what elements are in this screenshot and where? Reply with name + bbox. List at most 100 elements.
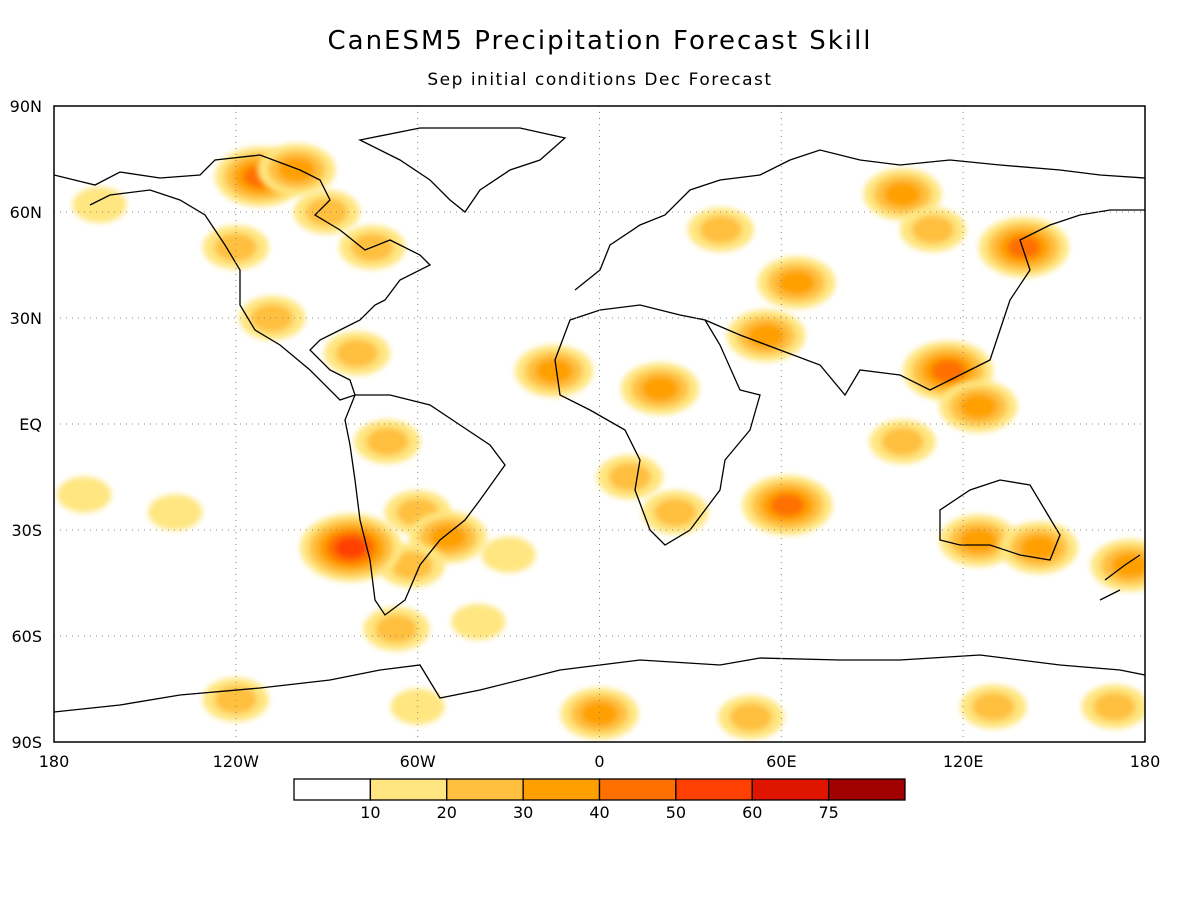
skill-region: [72, 186, 127, 223]
skill-contour: [481, 536, 536, 573]
colorbar-swatch: [675, 778, 753, 801]
lon-tick-label: 120W: [213, 752, 260, 771]
skill-contour: [1111, 553, 1145, 578]
skill-region: [202, 677, 269, 722]
skill-contour: [770, 494, 805, 517]
coastline-africa: [554, 304, 761, 546]
skill-contour: [335, 339, 379, 368]
chart-title: CanESM5 Precipitation Forecast Skill: [327, 26, 873, 56]
lat-tick-label: 30N: [10, 309, 42, 328]
longitude-labels: 180 120W 60W 0 60E 120E 180: [39, 752, 1161, 771]
lon-tick-label: 60E: [766, 752, 796, 771]
skill-region: [1090, 539, 1145, 592]
lat-tick-label: 90S: [11, 733, 42, 752]
skill-contour: [1020, 535, 1058, 560]
skill-contour: [959, 394, 997, 419]
lat-tick-label: 90N: [10, 97, 42, 116]
colorbar-swatch: [751, 778, 830, 801]
colorbar: 10 20 30 40 50 60 75: [293, 778, 906, 822]
skill-contour: [214, 685, 258, 714]
lon-tick-label: 120E: [943, 752, 984, 771]
skill-contour: [654, 498, 697, 527]
skill-region: [899, 207, 966, 252]
skill-region: [299, 513, 402, 582]
skill-contour: [535, 358, 573, 384]
skill-region: [863, 168, 942, 221]
coastline-asia: [704, 209, 1145, 397]
skill-contour: [778, 270, 815, 295]
skill-contour: [72, 186, 127, 223]
lat-tick-label: 30S: [11, 521, 42, 540]
skill-contour: [931, 359, 965, 383]
lon-tick-label: 180: [39, 752, 70, 771]
skill-region: [451, 603, 506, 640]
colorbar-swatch: [369, 778, 448, 801]
lon-tick-label: 180: [1130, 752, 1161, 771]
skill-contour: [911, 215, 955, 244]
colorbar-tick-label: 30: [513, 803, 533, 822]
skill-region: [939, 380, 1018, 433]
colorbar-swatch: [522, 778, 601, 801]
colorbar-tick-label: 75: [818, 803, 838, 822]
colorbar-tick-label: 60: [742, 803, 762, 822]
colorbar-tick-label: 20: [437, 803, 457, 822]
skill-region: [999, 521, 1078, 574]
skill-contour: [429, 524, 467, 550]
colorbar-swatch: [598, 778, 677, 801]
skill-contour: [608, 462, 652, 492]
lat-tick-label: EQ: [19, 415, 42, 434]
skill-region: [560, 687, 639, 740]
skill-region: [757, 256, 836, 309]
skill-region: [148, 494, 203, 531]
skill-region: [324, 331, 391, 376]
skill-region: [687, 207, 754, 252]
skill-region: [354, 419, 421, 464]
coastlines: [54, 127, 1145, 713]
skill-contour: [305, 197, 348, 227]
skill-region: [960, 684, 1027, 729]
skill-contour: [959, 528, 997, 553]
skill-region: [869, 419, 936, 464]
colorbar-tick-label: 10: [360, 803, 380, 822]
colorbar-tick-label: 50: [666, 803, 686, 822]
latitude-labels: 90N 60N 30N EQ 30S 60S 90S: [10, 97, 42, 752]
skill-region: [293, 190, 360, 234]
skill-region: [939, 514, 1018, 567]
coastline-new-zealand: [1099, 554, 1141, 601]
skill-contour: [884, 182, 922, 207]
skill-contour: [375, 614, 418, 644]
map-frame: [53, 105, 1146, 743]
skill-contour: [641, 376, 679, 401]
skill-region: [621, 362, 700, 415]
skill-contour: [1006, 236, 1041, 259]
skill-contour: [581, 701, 618, 727]
skill-contour: [214, 233, 258, 262]
skill-contour: [1093, 692, 1136, 721]
coastline-europe: [574, 149, 1145, 291]
skill-region: [1081, 684, 1145, 729]
skill-contour: [148, 494, 203, 531]
lon-tick-label: 60W: [400, 752, 436, 771]
skill-field: [57, 143, 1145, 740]
skill-contour: [366, 427, 409, 456]
skill-region: [718, 695, 785, 740]
skill-region: [239, 296, 306, 340]
skill-region: [642, 490, 709, 535]
coastline-greenland: [358, 127, 567, 213]
skill-region: [481, 536, 536, 573]
coastline-australia: [939, 479, 1061, 561]
graticule: [54, 106, 1145, 742]
lat-tick-label: 60S: [11, 627, 42, 646]
skill-contour: [699, 215, 742, 244]
skill-contour: [277, 157, 315, 182]
skill-contour: [881, 427, 924, 456]
coastline-antarctica: [54, 654, 1145, 713]
skill-contour: [250, 303, 294, 333]
skill-region: [257, 143, 336, 196]
skill-contour: [729, 703, 773, 732]
skill-contour: [451, 603, 506, 640]
lat-tick-label: 60N: [10, 203, 42, 222]
coastline-north-america: [54, 154, 432, 401]
colorbar-swatch: [827, 778, 906, 801]
